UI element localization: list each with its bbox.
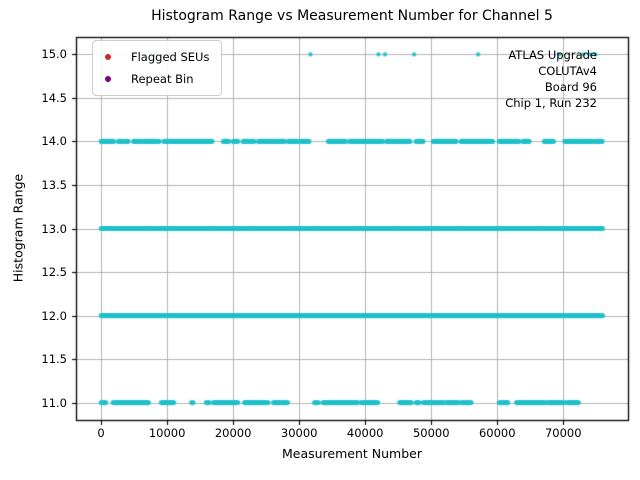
legend-label: Flagged SEUs (131, 50, 210, 64)
x-tick-label: 60000 (478, 426, 516, 440)
chart-title: Histogram Range vs Measurement Number fo… (151, 8, 553, 24)
y-tick-label: 11.5 (41, 352, 67, 367)
y-tick-label: 11.0 (41, 395, 67, 410)
x-tick-label: 50000 (412, 426, 450, 440)
x-tick-label: 10000 (148, 426, 186, 440)
repeat-bin-marker-icon (105, 76, 111, 82)
x-tick-label: 30000 (280, 426, 318, 440)
y-axis-label: Histogram Range (10, 173, 26, 283)
x-tick-label: 70000 (544, 426, 582, 440)
y-tick-label: 12.0 (41, 308, 67, 323)
y-tick-label: 12.5 (41, 265, 67, 280)
x-tick-label: 40000 (346, 426, 384, 440)
y-tick-label: 15.0 (41, 47, 67, 62)
legend: Flagged SEUs Repeat Bin (92, 40, 223, 96)
y-tick-label: 13.0 (41, 221, 67, 236)
x-tick-label: 0 (97, 426, 105, 440)
flagged-seus-marker-icon (105, 54, 111, 60)
plot-annotation: ATLAS Upgrade COLUTAv4 Board 96 Chip 1, … (505, 48, 597, 110)
legend-item-repeat-bin: Repeat Bin (93, 68, 209, 90)
y-tick-label: 14.5 (41, 90, 67, 105)
y-tick-label: 14.0 (41, 134, 67, 149)
y-tick-label: 13.5 (41, 177, 67, 192)
legend-label: Repeat Bin (131, 72, 194, 86)
x-tick-label: 20000 (214, 426, 252, 440)
legend-item-flagged-seus: Flagged SEUs (93, 46, 209, 68)
x-axis-label: Measurement Number (281, 446, 423, 461)
